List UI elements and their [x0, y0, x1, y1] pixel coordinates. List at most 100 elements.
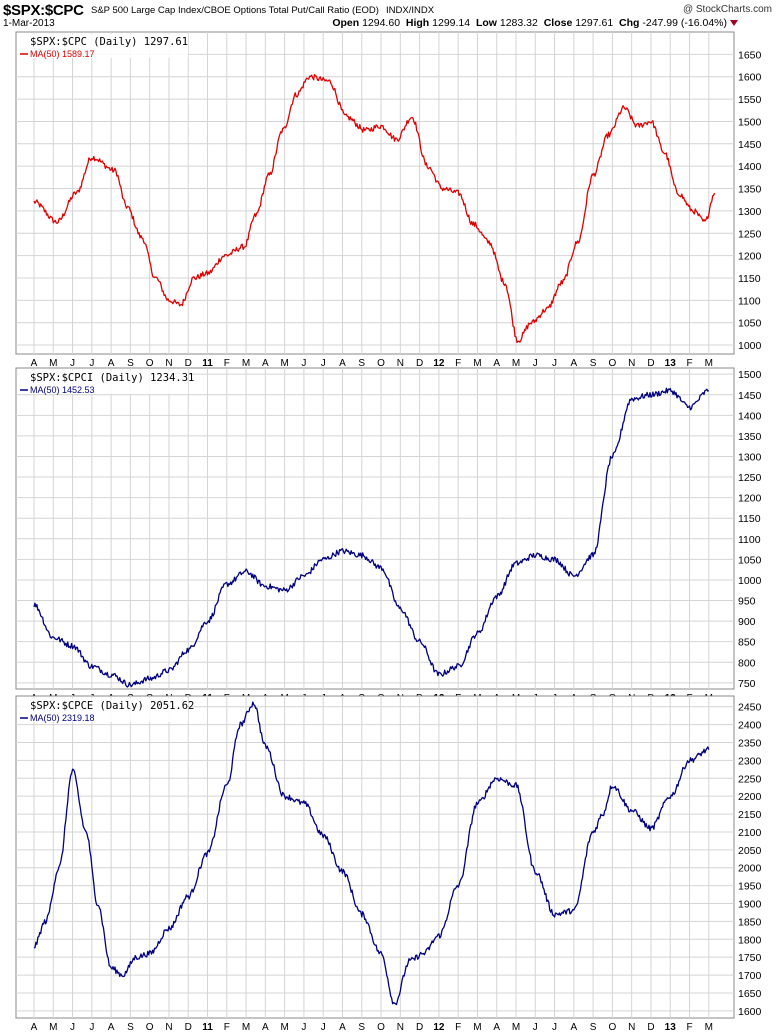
chg-label: Chg: [619, 17, 640, 29]
y-tick-label: 1650: [738, 988, 762, 1000]
x-tick-label: J: [552, 358, 557, 369]
x-tick-label: J: [321, 1022, 326, 1033]
x-tick-label: M: [49, 1022, 57, 1033]
y-tick-label: 2100: [738, 827, 762, 839]
y-tick-label: 1500: [738, 369, 762, 381]
legend-ma-label: MA(50) 1589.17: [30, 49, 95, 59]
symbol-title: $SPX:$CPC: [3, 2, 84, 19]
series-line-1: [33, 73, 716, 344]
open-label: Open: [332, 17, 360, 29]
x-tick-label: F: [224, 358, 230, 369]
high-value: 1299.14: [432, 17, 471, 29]
low-value: 1283.32: [499, 17, 538, 29]
x-tick-label: J: [533, 1022, 538, 1033]
source-credit: @ StockCharts.com: [682, 4, 772, 15]
x-tick-label: N: [165, 358, 172, 369]
y-tick-label: 800: [738, 657, 756, 669]
y-tick-label: 1250: [738, 472, 762, 484]
x-tick-label: F: [686, 1022, 692, 1033]
x-tick-label: 12: [433, 1022, 445, 1033]
chart-description: S&P 500 Large Cap Index/CBOE Options Tot…: [91, 5, 379, 16]
x-tick-label: O: [377, 358, 385, 369]
y-tick-label: 1950: [738, 881, 762, 893]
y-tick-label: 1050: [738, 554, 762, 566]
x-tick-label: J: [89, 1022, 94, 1033]
x-tick-label: N: [397, 1022, 404, 1033]
y-tick-label: 2300: [738, 755, 762, 767]
legend-box: [18, 698, 188, 722]
close-label: Close: [543, 17, 573, 29]
x-tick-label: M: [242, 358, 250, 369]
y-tick-label: 850: [738, 637, 756, 649]
y-tick-label: 1750: [738, 952, 762, 964]
x-tick-label: A: [493, 358, 500, 369]
x-tick-label: O: [609, 358, 617, 369]
y-tick-label: 2400: [738, 720, 762, 732]
x-tick-label: F: [686, 358, 692, 369]
x-tick-label: S: [127, 1022, 134, 1033]
y-tick-label: 1900: [738, 899, 762, 911]
x-tick-label: N: [628, 1022, 635, 1033]
x-tick-label: M: [473, 1022, 481, 1033]
x-tick-label: J: [70, 1022, 75, 1033]
x-tick-label: M: [242, 1022, 250, 1033]
y-tick-label: 2450: [738, 702, 762, 714]
y-tick-label: 1350: [738, 431, 762, 443]
y-tick-label: 1300: [738, 451, 762, 463]
close-value: 1297.61: [575, 17, 614, 29]
x-tick-label: J: [552, 1022, 557, 1033]
x-tick-label: J: [321, 358, 326, 369]
x-tick-label: M: [512, 1022, 520, 1033]
y-tick-label: 1100: [738, 295, 761, 307]
x-tick-label: J: [301, 358, 306, 369]
y-tick-label: 1150: [738, 273, 761, 285]
x-tick-label: D: [185, 1022, 192, 1033]
x-tick-label: J: [301, 1022, 306, 1033]
x-tick-label: 13: [665, 358, 677, 369]
x-tick-label: D: [647, 358, 654, 369]
x-tick-label: O: [146, 358, 154, 369]
x-tick-label: M: [512, 358, 520, 369]
low-label: Low: [475, 17, 497, 29]
down-arrow-icon: [730, 20, 738, 26]
x-tick-label: O: [609, 1022, 617, 1033]
x-tick-label: S: [590, 1022, 597, 1033]
legend-ma-label: MA(50) 1452.53: [30, 385, 95, 395]
legend-box: [18, 370, 188, 394]
y-tick-label: 1850: [738, 916, 762, 928]
y-tick-label: 1400: [738, 161, 762, 173]
x-tick-label: S: [358, 1022, 365, 1033]
x-tick-label: D: [185, 358, 192, 369]
x-tick-label: M: [705, 358, 713, 369]
legend-series-label: $SPX:$CPCE (Daily) 2051.62: [30, 700, 194, 712]
high-label: High: [405, 17, 430, 29]
ohlc-readout: Open 1294.60 High 1299.14 Low 1283.32 Cl…: [332, 17, 738, 29]
x-tick-label: A: [493, 1022, 500, 1033]
y-tick-label: 1600: [738, 72, 762, 84]
y-tick-label: 900: [738, 616, 756, 628]
y-tick-label: 950: [738, 596, 756, 608]
x-tick-label: A: [339, 358, 346, 369]
exchange-label: INDX/INDX: [386, 5, 435, 16]
y-tick-label: 2000: [738, 863, 762, 875]
x-tick-label: S: [358, 358, 365, 369]
chart-title: S&P 500 Large Cap Index/CBOE Options Tot…: [91, 4, 434, 16]
x-tick-label: A: [31, 1022, 38, 1033]
x-tick-label: A: [262, 358, 269, 369]
x-tick-label: A: [571, 358, 578, 369]
x-tick-label: J: [89, 358, 94, 369]
y-tick-label: 1650: [738, 49, 762, 61]
y-tick-label: 1250: [738, 228, 762, 240]
y-tick-label: 1000: [738, 575, 762, 587]
y-tick-label: 1200: [738, 251, 762, 263]
y-tick-label: 750: [738, 678, 756, 690]
series-line-2: [33, 387, 710, 688]
legend-box: [18, 34, 188, 58]
panel-frame-3: [15, 695, 735, 1019]
series-line-3: [33, 701, 710, 1006]
x-tick-label: M: [473, 358, 481, 369]
x-tick-label: 12: [433, 358, 445, 369]
x-tick-label: N: [628, 358, 635, 369]
x-tick-label: J: [70, 358, 75, 369]
y-tick-label: 1500: [738, 116, 762, 128]
